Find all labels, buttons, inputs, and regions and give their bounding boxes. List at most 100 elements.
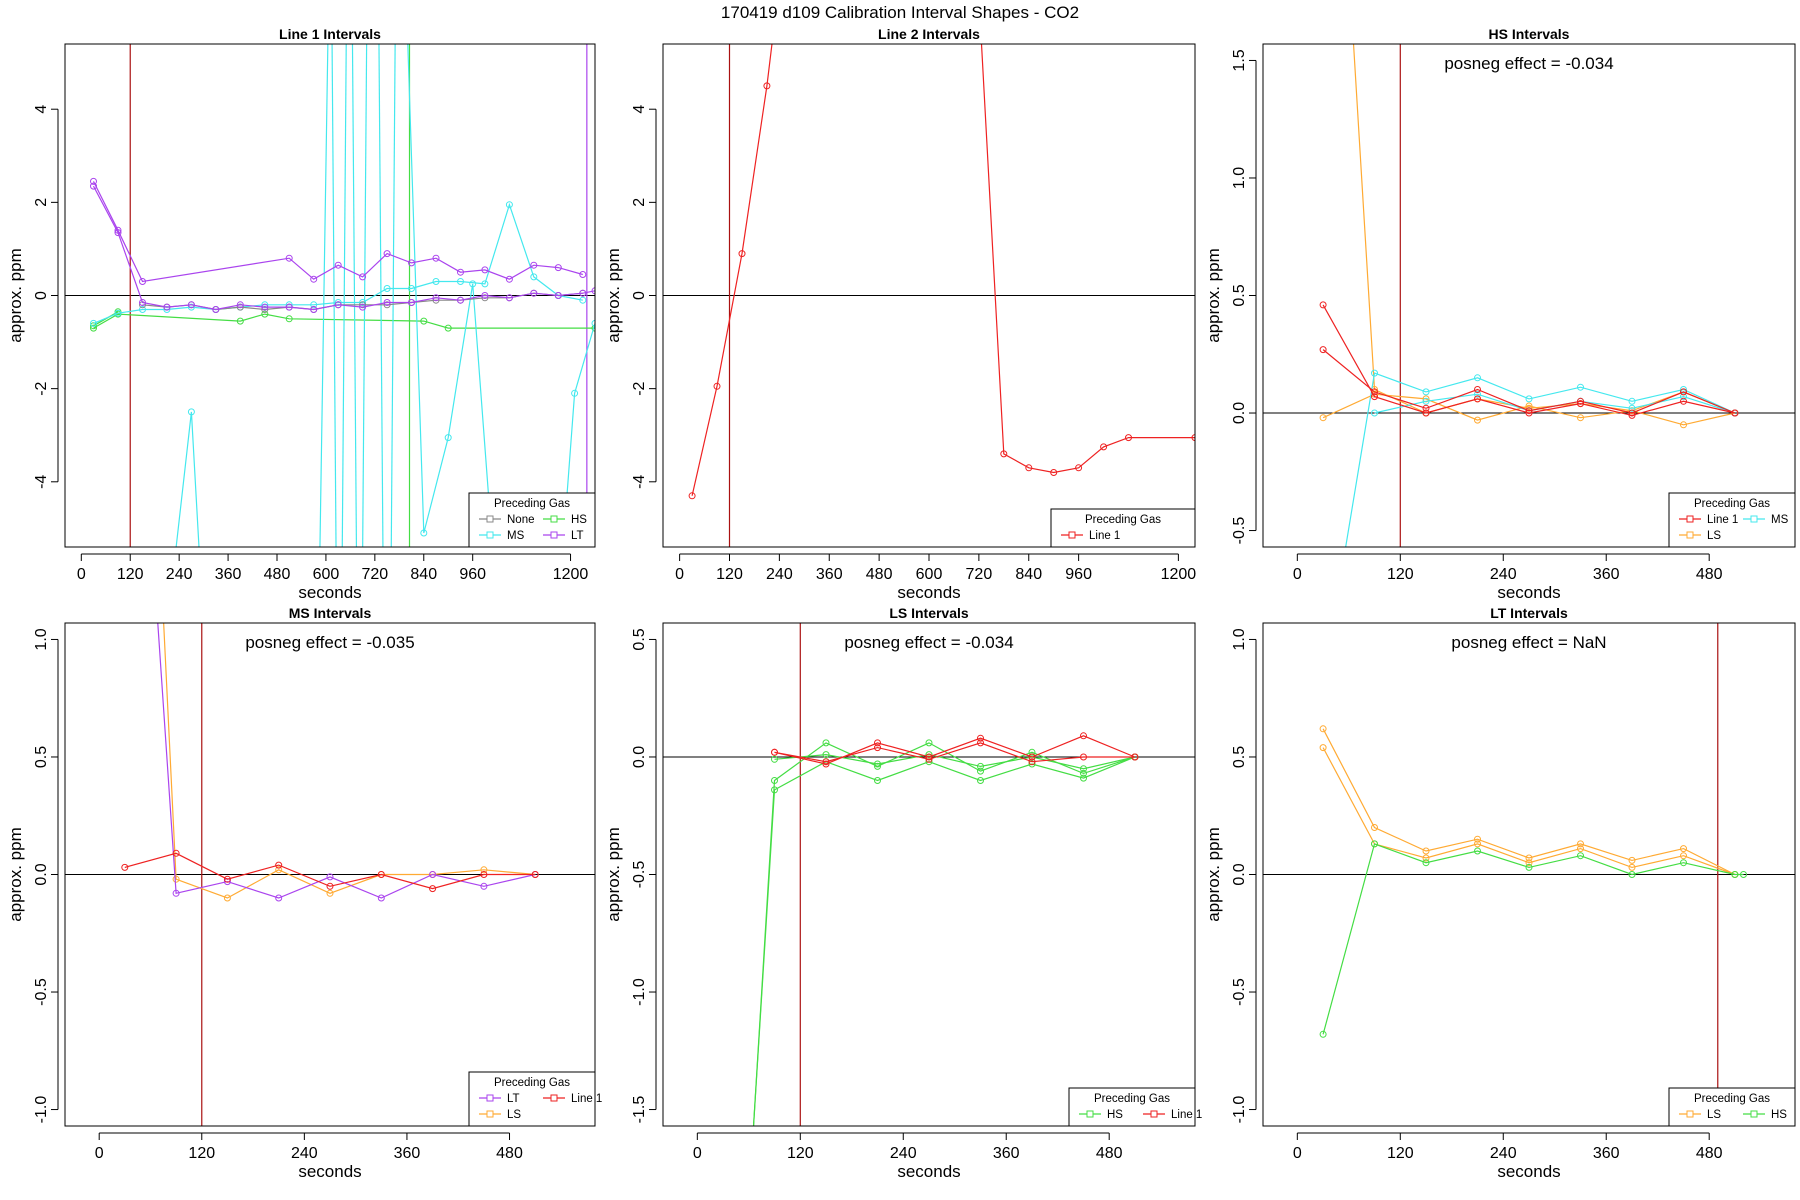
data-point bbox=[1525, 407, 1533, 415]
x-tick-label: 360 bbox=[993, 1145, 1020, 1162]
legend-entry-label: LS bbox=[507, 1109, 521, 1121]
data-point bbox=[1731, 409, 1739, 417]
data-point bbox=[432, 254, 440, 262]
data-point bbox=[1025, 464, 1033, 472]
series-line-ms bbox=[378, 44, 384, 547]
y-tick-label: 1.0 bbox=[1231, 628, 1248, 650]
series-line-hs bbox=[774, 753, 1136, 770]
data-point bbox=[822, 751, 830, 759]
data-point bbox=[579, 289, 587, 297]
data-point bbox=[1191, 434, 1195, 442]
series-line-ms bbox=[93, 202, 583, 324]
data-point bbox=[874, 760, 881, 768]
data-point bbox=[187, 301, 195, 309]
data-point bbox=[432, 294, 440, 302]
x-tick-label: 480 bbox=[866, 566, 893, 583]
y-tick-label: 1.0 bbox=[1231, 167, 1248, 189]
data-point bbox=[822, 739, 830, 747]
data-point bbox=[530, 261, 538, 269]
x-axis-label: seconds bbox=[897, 583, 960, 602]
x-tick-label: 360 bbox=[215, 566, 242, 583]
data-point bbox=[172, 849, 180, 857]
series-line-line-1 bbox=[774, 735, 1136, 765]
data-point bbox=[90, 324, 97, 332]
data-point bbox=[1422, 404, 1430, 412]
chart-title: MS Intervals bbox=[289, 605, 372, 621]
x-tick-label: 0 bbox=[77, 566, 86, 583]
data-point bbox=[1628, 404, 1636, 412]
legend-entry-label: MS bbox=[507, 530, 525, 542]
series-line-ms bbox=[362, 44, 368, 547]
data-point bbox=[334, 299, 342, 306]
chart-panel-4: MS Intervals 0 120 240 360 480 seconds -1.0 -0.5… bbox=[6, 605, 602, 1181]
data-point bbox=[1525, 395, 1533, 403]
data-point bbox=[1474, 395, 1481, 403]
data-point bbox=[408, 299, 415, 306]
y-tick-label: 0.5 bbox=[1231, 284, 1248, 306]
data-point bbox=[1577, 852, 1584, 860]
legend: Preceding Gas LT Line 1 LS bbox=[468, 1071, 602, 1127]
y-tick-label: -1.5 bbox=[631, 1096, 648, 1124]
y-tick-label: 1.0 bbox=[33, 628, 50, 650]
x-tick-label: 360 bbox=[816, 566, 843, 583]
data-point bbox=[1422, 854, 1430, 862]
data-point bbox=[114, 309, 122, 317]
data-point bbox=[591, 324, 595, 332]
x-tick-label: 240 bbox=[890, 1145, 917, 1162]
legend-box bbox=[1068, 1087, 1196, 1127]
legend-entry-label: MS bbox=[1771, 514, 1789, 526]
x-tick-label: 960 bbox=[1065, 566, 1092, 583]
legend: Preceding Gas HS Line 1 bbox=[1068, 1087, 1202, 1127]
data-point bbox=[285, 301, 293, 309]
y-tick-label: 0.0 bbox=[1231, 863, 1248, 885]
legend-swatch-marker bbox=[1686, 515, 1694, 523]
data-point bbox=[591, 287, 595, 295]
data-point bbox=[187, 303, 195, 311]
data-point bbox=[1319, 414, 1327, 422]
data-point bbox=[571, 389, 579, 397]
series-line-line-1 bbox=[774, 742, 1135, 763]
data-point bbox=[977, 777, 984, 784]
data-point bbox=[1000, 450, 1008, 458]
x-tick-label: 240 bbox=[1490, 566, 1517, 583]
data-point bbox=[1422, 409, 1430, 417]
data-point bbox=[383, 299, 391, 306]
data-point bbox=[1525, 863, 1533, 871]
data-point bbox=[1080, 765, 1087, 773]
data-point bbox=[1525, 854, 1533, 862]
data-point bbox=[977, 762, 984, 770]
data-point bbox=[359, 273, 367, 281]
x-tick-label: 240 bbox=[291, 1145, 318, 1162]
x-tick-label: 120 bbox=[1387, 566, 1414, 583]
data-point bbox=[1628, 856, 1636, 864]
y-tick-label: -0.5 bbox=[631, 861, 648, 889]
data-point bbox=[114, 229, 122, 237]
data-point bbox=[359, 299, 367, 306]
data-point bbox=[457, 278, 464, 285]
data-point bbox=[310, 306, 318, 313]
chart-panel-6: LT Intervals 0 120 240 360 480 seconds -1.0 -0.5… bbox=[1204, 605, 1796, 1181]
legend-swatch-marker bbox=[550, 1094, 558, 1102]
series-line-ls bbox=[1322, 728, 1736, 876]
data-point bbox=[223, 894, 231, 902]
data-point bbox=[429, 871, 437, 878]
plot-frame bbox=[662, 43, 1196, 548]
series-line-hs bbox=[752, 756, 1136, 1126]
data-point bbox=[121, 863, 129, 871]
data-point bbox=[457, 268, 464, 276]
chart-title: Line 2 Intervals bbox=[878, 26, 980, 42]
legend-box bbox=[1668, 1087, 1796, 1127]
data-point bbox=[531, 871, 539, 878]
legend-box bbox=[1050, 508, 1196, 548]
posneg-annotation: posneg effect = -0.034 bbox=[1444, 54, 1613, 73]
x-tick-label: 120 bbox=[1387, 1145, 1414, 1162]
x-tick-label: 840 bbox=[410, 566, 437, 583]
data-point bbox=[90, 177, 97, 185]
legend-title: Preceding Gas bbox=[1085, 514, 1161, 526]
legend-swatch-marker bbox=[1686, 1110, 1694, 1118]
x-tick-label: 360 bbox=[394, 1145, 421, 1162]
legend-entry-label: Line 1 bbox=[1089, 530, 1120, 542]
series-line-ms bbox=[390, 44, 396, 547]
